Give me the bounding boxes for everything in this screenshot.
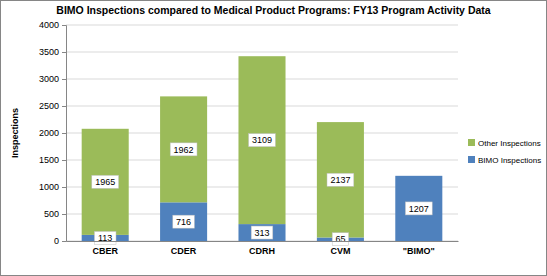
bar [317, 122, 364, 237]
y-axis-line [62, 26, 67, 242]
bar [238, 224, 285, 241]
x-tick-label: CBER [92, 246, 118, 256]
chart-frame [1, 1, 547, 276]
bar [160, 202, 207, 241]
data-label-group: 1962 [170, 143, 197, 156]
y-tick-label: 2000 [39, 128, 59, 138]
data-label-group: 1207 [405, 202, 432, 215]
y-tick-mark [62, 241, 66, 242]
y-tick-mark [62, 160, 66, 161]
legend-label: BIMO Inspections [478, 156, 541, 165]
data-label: 3109 [252, 135, 272, 145]
bar [160, 96, 207, 202]
data-label-box [173, 215, 195, 228]
y-tick-label: 1000 [39, 182, 59, 192]
y-tick: 3000 [39, 74, 66, 84]
y-tick-label: 2500 [39, 101, 59, 111]
data-label: 1965 [95, 177, 115, 187]
y-tick: 2000 [39, 128, 66, 138]
data-label: 313 [254, 228, 269, 238]
title: BIMO Inspections compared to Medical Pro… [56, 4, 490, 16]
legend: Other Inspections BIMO Inspections [468, 139, 541, 165]
data-label-box [94, 231, 116, 244]
x-tick-label: CDRH [249, 246, 275, 256]
data-label: 2137 [330, 175, 350, 185]
data-label: 1207 [409, 204, 429, 214]
y-tick: 3500 [39, 47, 66, 57]
data-label-group: 716 [173, 215, 195, 228]
data-label-group: 1965 [92, 175, 119, 188]
y-axis: 0 500 1000 1500 2000 2500 3000 3500 4000 [39, 20, 67, 246]
chart: 113 716 313 65 1207 1965 1962 3109 2137 0 500 1000 1… [0, 0, 547, 276]
data-label-box [327, 173, 354, 186]
y-tick-label: 0 [54, 236, 59, 246]
y-tick: 0 [54, 236, 66, 246]
bar [395, 176, 442, 241]
y-tick-mark [62, 133, 66, 134]
x-tick-label: "BIMO" [403, 246, 435, 256]
x-axis: CBER CDER CDRH CVM "BIMO" [67, 241, 459, 256]
data-label-group: 2137 [327, 173, 354, 186]
x-tick-label: CVM [330, 246, 350, 256]
y-tick-label: 4000 [39, 20, 59, 30]
legend-swatch [468, 156, 475, 163]
y-tick-mark [62, 106, 66, 107]
data-label-group: 65 [332, 233, 348, 246]
bar [82, 129, 129, 235]
data-label-box [170, 143, 197, 156]
grid [66, 25, 458, 241]
x-tick: CBER [92, 241, 118, 256]
y-tick: 4000 [39, 20, 66, 30]
y-tick-mark [62, 214, 66, 215]
data-label-group: 113 [94, 231, 116, 244]
plot: 113 716 313 65 1207 1965 1962 3109 2137 0 500 1000 1… [39, 20, 459, 256]
data-label-box [251, 226, 273, 239]
y-tick-label: 500 [44, 209, 59, 219]
bar [238, 56, 285, 224]
data-label-group: 3109 [249, 134, 276, 147]
grid-line [66, 52, 458, 53]
data-label-box [249, 134, 276, 147]
y-tick-label: 3500 [39, 47, 59, 57]
data-label-box [92, 175, 119, 188]
y-tick-mark [62, 187, 66, 188]
legend-swatch [468, 139, 475, 146]
data-label: 1962 [174, 145, 194, 155]
data-label: 65 [335, 234, 345, 244]
data-label-group: 313 [251, 226, 273, 239]
y-tick: 1000 [39, 182, 66, 192]
data-label-box [405, 202, 432, 215]
y-tick-mark [62, 25, 66, 26]
y-tick: 2500 [39, 101, 66, 111]
legend-label: Other Inspections [478, 139, 541, 148]
bars [82, 56, 443, 241]
y-tick-label: 1500 [39, 155, 59, 165]
y-tick-mark [62, 52, 66, 53]
x-tick: CVM [330, 241, 350, 256]
x-tick: CDER [171, 241, 197, 256]
x-tick: CDRH [249, 241, 275, 256]
y-tick-label: 3000 [39, 74, 59, 84]
data-label-box [332, 233, 348, 246]
x-tick-label: CDER [171, 246, 197, 256]
y-tick: 1500 [39, 155, 66, 165]
data-labels: 113 716 313 65 1207 1965 1962 3109 2137 [92, 134, 432, 246]
y-tick-mark [62, 79, 66, 80]
grid-line [66, 25, 458, 26]
y-axis-title: Inspections [10, 108, 20, 158]
x-axis-line [67, 241, 459, 242]
data-label: 716 [176, 217, 191, 227]
x-tick: "BIMO" [403, 241, 435, 256]
y-tick: 500 [44, 209, 66, 219]
